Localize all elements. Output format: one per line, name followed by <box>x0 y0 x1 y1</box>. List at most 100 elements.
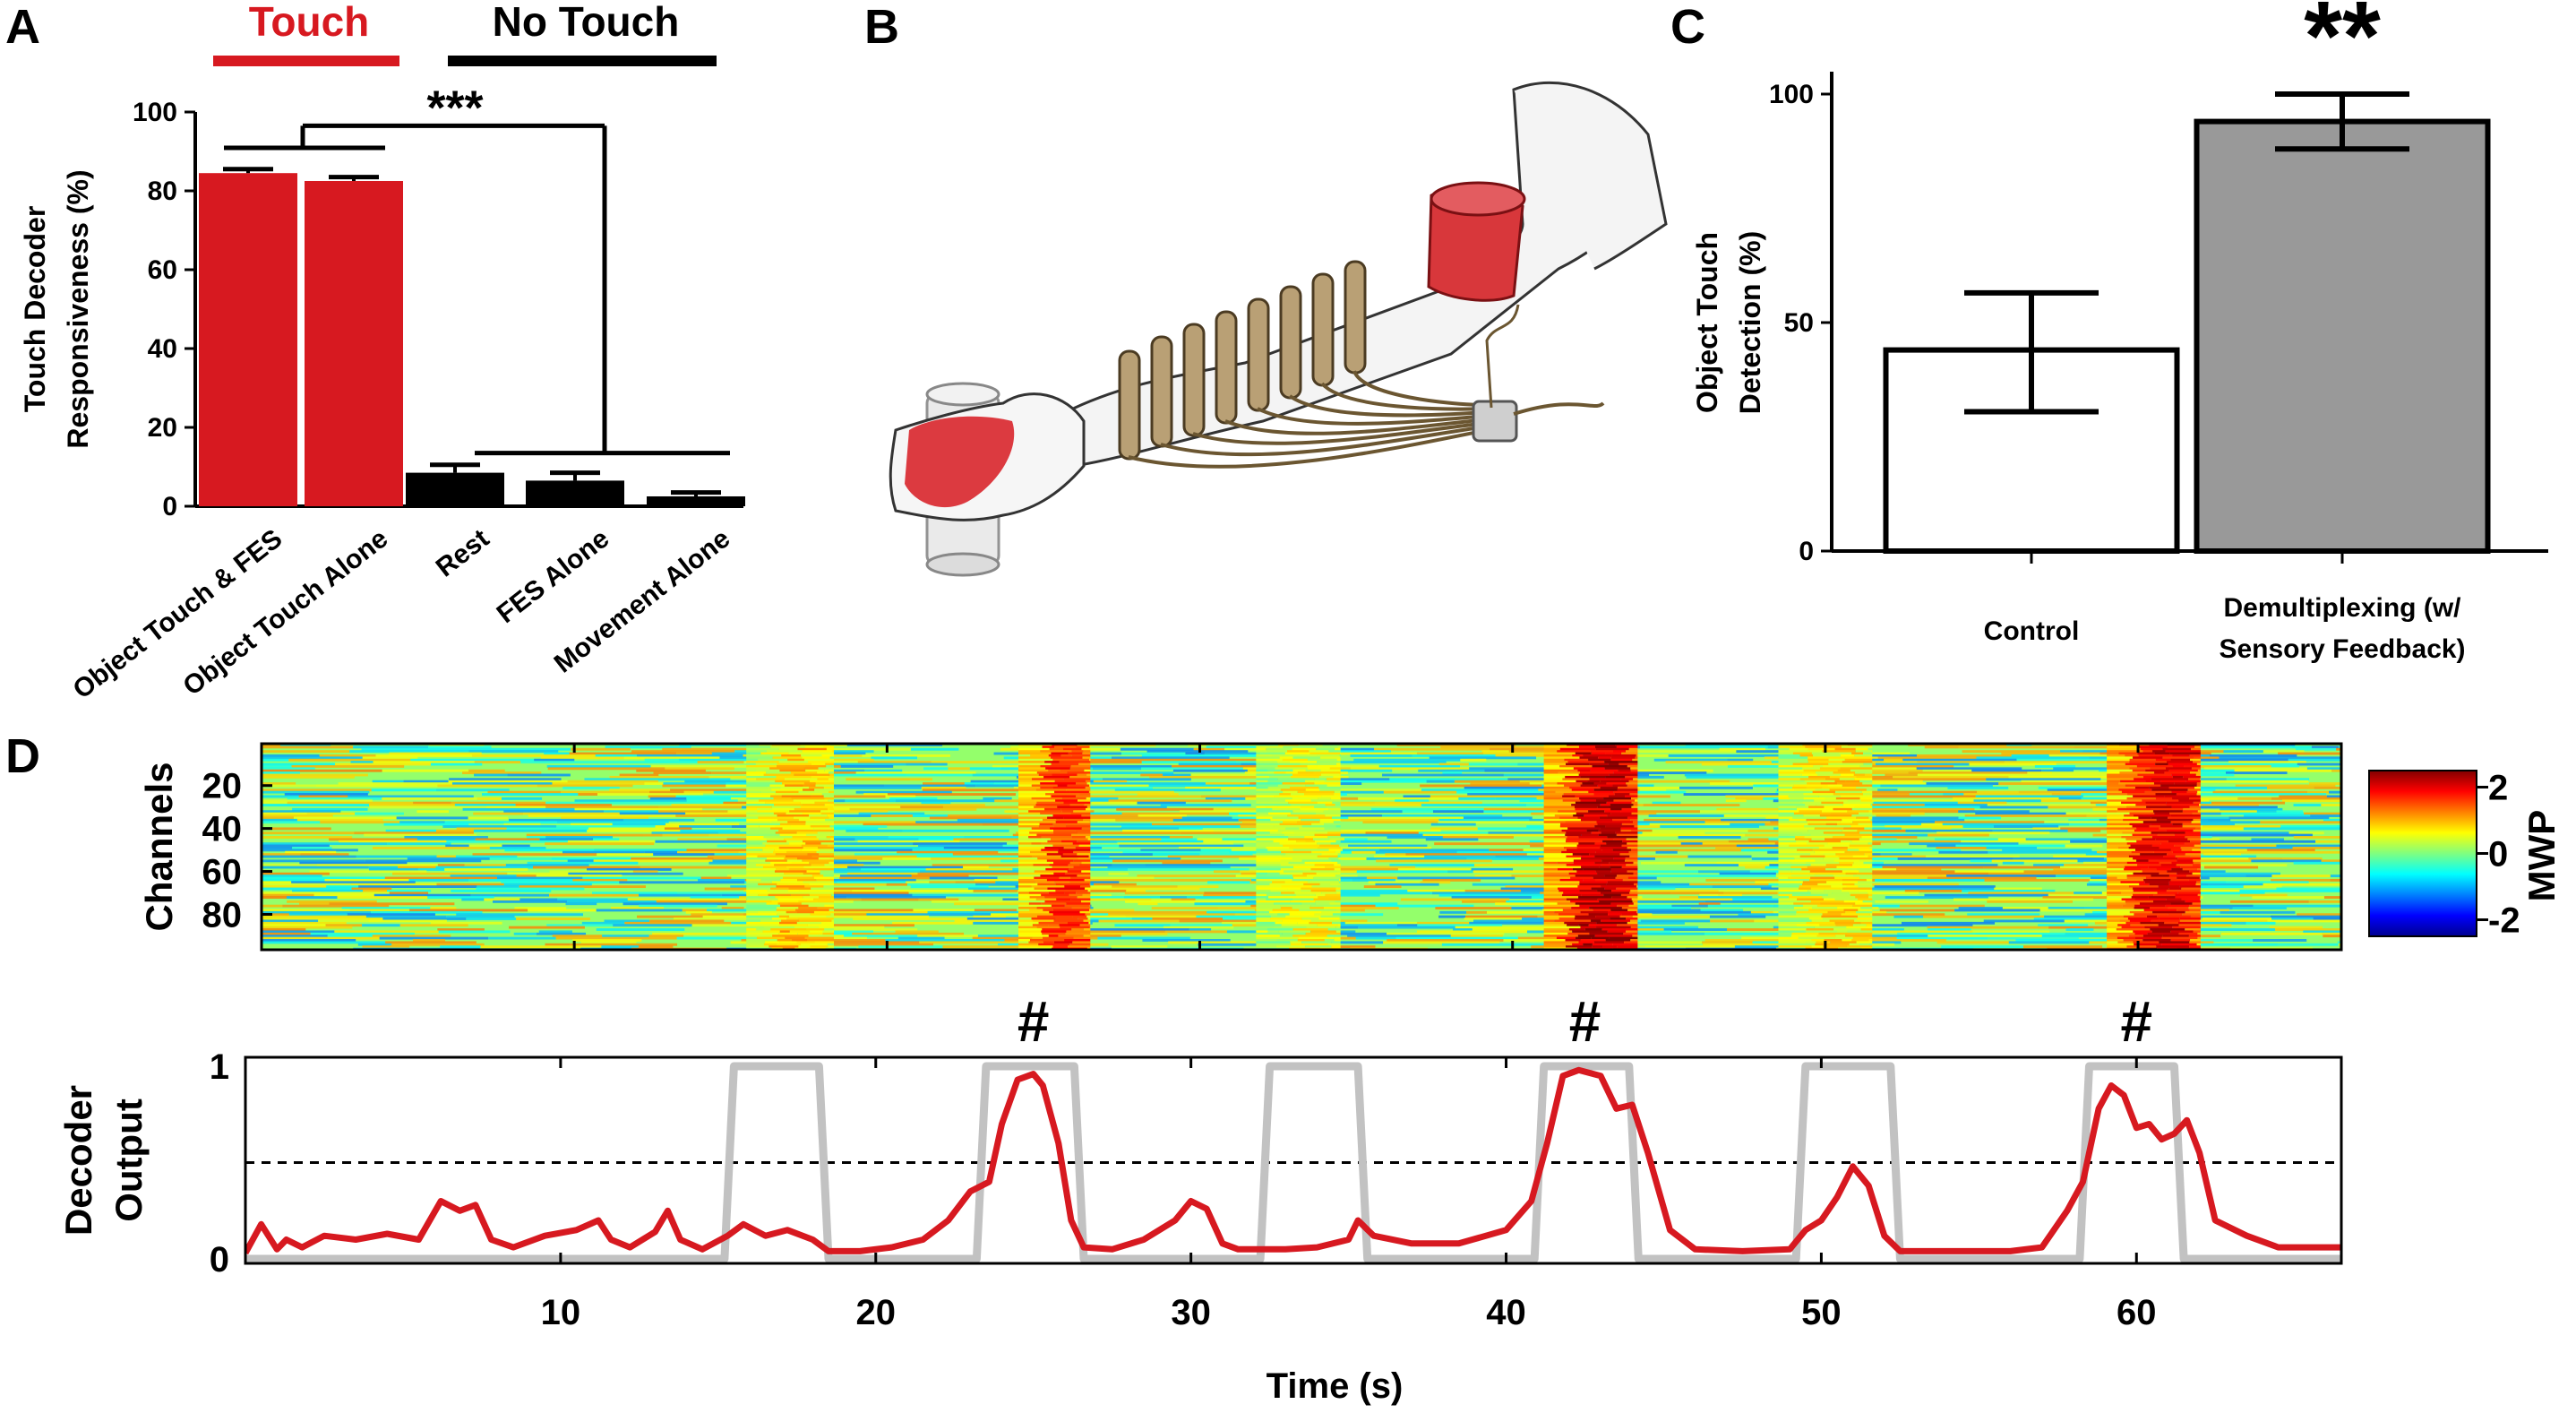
heatmap-activation-cell <box>2107 850 2132 854</box>
heatmap-cell <box>675 795 780 798</box>
heatmap-cell <box>677 850 739 854</box>
heatmap-activation-cell <box>1837 930 1848 934</box>
heatmap-activation-cell <box>1290 943 1328 946</box>
heatmap-activation-cell <box>2199 804 2201 806</box>
heatmap-cell <box>623 756 720 760</box>
heatmap-cell <box>973 915 1006 918</box>
heatmap-activation-cell <box>746 892 771 895</box>
heatmap-activation-cell <box>1575 795 1609 798</box>
heatmap-activation-cell <box>2107 945 2127 949</box>
heatmap-cell <box>684 780 800 783</box>
heatmap-activation-cell <box>2147 932 2179 935</box>
heatmap-activation-cell <box>792 939 808 942</box>
heatmap-activation-cell <box>1256 915 1271 918</box>
heatmap-activation-cell <box>1028 902 1042 906</box>
heatmap-cell <box>1751 857 1782 860</box>
heatmap-activation-cell <box>1543 750 1558 754</box>
heatmap-activation-cell <box>808 935 819 938</box>
heatmap-cell <box>1511 875 1560 878</box>
heatmap-activation-cell <box>778 847 803 849</box>
heatmap-activation-cell <box>1073 850 1091 854</box>
heatmap-activation-cell <box>775 790 799 794</box>
heatmap-cell <box>2048 907 2084 909</box>
heatmap-activation-cell <box>1043 909 1053 912</box>
heatmap-activation-cell <box>1576 780 1588 783</box>
heatmap-cell <box>1108 799 1232 803</box>
heatmap-activation-cell <box>1593 909 1611 912</box>
heatmap-activation-cell <box>1035 804 1070 806</box>
heatmap-cell <box>1983 919 2065 923</box>
heatmap-activation-cell <box>1612 943 1638 946</box>
heatmap-activation-cell <box>1594 855 1630 858</box>
heatmap-cell <box>262 935 328 938</box>
heatmap-cell <box>1921 823 1943 826</box>
heatmap-cell <box>341 907 431 909</box>
heatmap-activation-cell <box>746 793 776 796</box>
heatmap-cell <box>919 941 1035 944</box>
heatmap-cell <box>686 849 805 852</box>
heatmap-activation-cell <box>1837 769 1850 772</box>
heatmap-activation-cell <box>2165 767 2192 771</box>
heatmap-cell <box>2053 767 2154 771</box>
heatmap-activation-cell <box>1592 764 1627 768</box>
heatmap-activation-cell <box>784 778 818 781</box>
heatmap-activation-cell <box>1305 780 1325 783</box>
heatmap-cell <box>1854 754 1918 757</box>
heatmap-activation-cell <box>1828 758 1845 762</box>
heatmap-activation-cell <box>746 829 779 832</box>
heatmap-activation-cell <box>2107 825 2133 828</box>
heatmap-activation-cell <box>2193 801 2201 805</box>
heatmap-activation-cell <box>2154 771 2165 775</box>
heatmap-activation-cell <box>1543 909 1563 912</box>
heatmap-activation-cell <box>1543 747 1560 751</box>
heatmap-activation-cell <box>1040 782 1077 786</box>
heatmap-activation-cell <box>2142 750 2153 754</box>
heatmap-activation-cell <box>1280 788 1306 792</box>
heatmap-cell <box>362 945 410 949</box>
heatmap-cell <box>1728 840 1783 843</box>
electrode-cables <box>1128 370 1488 469</box>
heatmap-cell <box>515 804 612 806</box>
heatmap-activation-cell <box>1778 909 1809 912</box>
heatmap-cell <box>912 849 1039 852</box>
heatmap-activation-cell <box>1870 804 1873 806</box>
heatmap-cell <box>2223 750 2263 754</box>
heatmap-cell <box>1375 904 1474 908</box>
heatmap-activation-cell <box>773 850 787 854</box>
heatmap-cell <box>917 872 1033 875</box>
heatmap-cell <box>2144 919 2268 923</box>
heatmap-activation-cell <box>1055 883 1090 886</box>
heatmap-activation-cell <box>2117 810 2154 814</box>
heatmap-activation-cell <box>779 769 806 772</box>
heatmap-cell <box>1863 807 1975 811</box>
heatmap-cell <box>680 829 741 832</box>
heatmap-activation-cell <box>768 893 791 897</box>
heatmap-activation-cell <box>1283 790 1298 794</box>
heatmap-cell <box>1876 778 1987 781</box>
heatmap-activation-cell <box>1256 907 1281 909</box>
heatmap-activation-cell <box>1845 872 1858 875</box>
heatmap-cell <box>597 853 654 857</box>
heatmap-activation-cell <box>1578 773 1610 777</box>
heatmap-activation-cell <box>1018 818 1043 822</box>
heatmap-cell <box>2013 857 2104 860</box>
heatmap-activation-cell <box>1821 915 1858 918</box>
heatmap-activation-cell <box>1629 855 1638 858</box>
heatmap-activation-cell <box>2107 893 2134 897</box>
heatmap-activation-cell <box>2183 775 2201 779</box>
x-tick-label: 30 <box>1171 1293 1211 1332</box>
heatmap-activation-cell <box>2140 747 2163 751</box>
heatmap-cell <box>640 866 757 869</box>
heatmap-cell <box>1366 857 1467 860</box>
heatmap-activation-cell <box>2200 919 2201 923</box>
heatmap-cell <box>954 919 1048 923</box>
heatmap-activation-cell <box>1620 810 1638 814</box>
heatmap-cell <box>527 861 639 865</box>
heatmap-activation-cell <box>1331 941 1341 944</box>
heatmap-activation-cell <box>1018 870 1035 874</box>
heatmap-activation-cell <box>1630 919 1638 923</box>
heatmap-cell <box>1441 943 1553 946</box>
heatmap-cell <box>474 773 508 777</box>
heatmap-cell <box>631 857 714 860</box>
heatmap-cell <box>473 812 523 815</box>
